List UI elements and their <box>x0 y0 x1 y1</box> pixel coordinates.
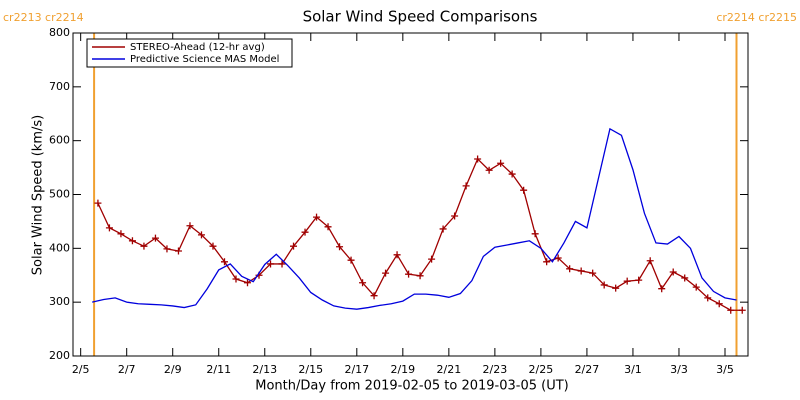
legend-label: STEREO-Ahead (12-hr avg) <box>130 42 265 53</box>
data-point <box>439 225 447 233</box>
data-point <box>451 212 459 220</box>
y-tick-label: 700 <box>49 80 70 93</box>
data-point <box>646 257 654 265</box>
data-point <box>163 245 171 253</box>
data-point <box>128 237 136 245</box>
chart-title: Solar Wind Speed Comparisons <box>303 8 538 26</box>
data-point <box>393 251 401 259</box>
data-point <box>474 155 482 163</box>
y-tick-label: 500 <box>49 188 70 201</box>
data-point <box>267 260 275 268</box>
data-point <box>151 234 159 242</box>
data-point <box>301 228 309 236</box>
data-point <box>416 272 424 280</box>
data-point <box>600 281 608 289</box>
data-point <box>140 242 148 250</box>
y-tick-label: 600 <box>49 134 70 147</box>
data-point <box>485 166 493 174</box>
data-point <box>715 300 723 308</box>
data-point <box>566 265 574 273</box>
data-point <box>94 199 102 207</box>
data-point <box>543 258 551 266</box>
data-point <box>370 292 378 300</box>
data-point <box>589 269 597 277</box>
data-point <box>727 306 735 314</box>
x-tick-label: 3/1 <box>624 363 642 376</box>
data-point <box>669 268 677 276</box>
legend-label: Predictive Science MAS Model <box>130 54 279 65</box>
data-point <box>577 267 585 275</box>
x-tick-label: 2/19 <box>390 363 415 376</box>
data-point <box>508 170 516 178</box>
y-tick-label: 800 <box>49 26 70 39</box>
data-point <box>704 294 712 302</box>
data-point <box>186 222 194 230</box>
y-axis-label: Solar Wind Speed (km/s) <box>31 115 46 275</box>
data-point <box>382 269 390 277</box>
y-tick-label: 300 <box>49 295 70 308</box>
data-point <box>405 270 413 278</box>
data-point <box>105 224 113 232</box>
x-tick-label: 2/17 <box>344 363 369 376</box>
data-point <box>117 230 125 238</box>
data-point <box>681 274 689 282</box>
x-tick-label: 2/23 <box>483 363 508 376</box>
data-point <box>497 159 505 167</box>
plot-frame <box>72 32 749 357</box>
rotation-label: cr2214 cr2215 <box>716 11 797 24</box>
x-tick-label: 2/9 <box>164 363 182 376</box>
data-point <box>313 213 321 221</box>
legend-box <box>86 38 293 68</box>
data-point <box>197 231 205 239</box>
data-point <box>347 256 355 264</box>
data-point <box>658 285 666 293</box>
data-point <box>336 243 344 251</box>
x-tick-label: 3/3 <box>670 363 688 376</box>
y-tick-label: 200 <box>49 349 70 362</box>
x-tick-label: 2/25 <box>529 363 554 376</box>
data-point <box>428 255 436 263</box>
data-point <box>635 276 643 284</box>
rotation-label: cr2213 cr2214 <box>3 11 84 24</box>
x-tick-label: 3/5 <box>716 363 734 376</box>
series-line <box>92 127 737 310</box>
x-tick-label: 2/11 <box>206 363 231 376</box>
data-point <box>554 254 562 262</box>
data-point <box>623 277 631 285</box>
x-tick-label: 2/21 <box>437 363 462 376</box>
data-point <box>209 242 217 250</box>
data-point <box>174 247 182 255</box>
data-point <box>692 283 700 291</box>
data-point <box>462 182 470 190</box>
data-point <box>531 230 539 238</box>
data-point <box>232 275 240 283</box>
data-point <box>324 223 332 231</box>
x-tick-label: 2/27 <box>575 363 600 376</box>
x-tick-label: 2/13 <box>252 363 277 376</box>
x-tick-label: 2/15 <box>298 363 323 376</box>
data-point <box>520 186 528 194</box>
x-tick-label: 2/7 <box>118 363 136 376</box>
data-point <box>359 279 367 287</box>
data-point <box>738 306 746 314</box>
x-axis-label: Month/Day from 2019-02-05 to 2019-03-05 … <box>255 379 568 394</box>
data-point <box>244 279 252 287</box>
data-point <box>220 258 228 266</box>
y-tick-label: 400 <box>49 241 70 254</box>
data-point <box>278 260 286 268</box>
data-point <box>290 242 298 250</box>
data-point <box>612 284 620 292</box>
x-tick-label: 2/5 <box>72 363 90 376</box>
